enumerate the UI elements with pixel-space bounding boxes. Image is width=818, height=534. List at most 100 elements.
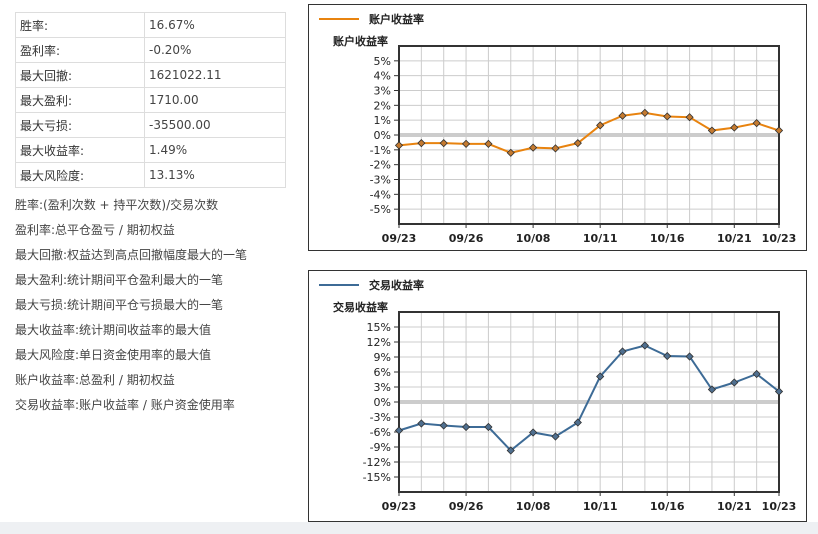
y-tick-label: 3% bbox=[374, 381, 391, 394]
stats-row: 最大盈利: 1710.00 bbox=[15, 87, 286, 113]
x-tick-label: 09/26 bbox=[449, 232, 484, 245]
x-tick-label: 09/23 bbox=[382, 500, 417, 513]
stats-row: 最大回撤: 1621022.11 bbox=[15, 62, 286, 88]
series-line bbox=[398, 111, 780, 154]
y-tick-label: -9% bbox=[370, 441, 391, 454]
definitions-list: 胜率:(盈利次数 + 持平次数)/交易次数 盈利率:总平仓盈亏 / 期初权益最大回… bbox=[15, 195, 247, 420]
y-tick-label: -15% bbox=[363, 471, 391, 484]
data-point bbox=[596, 121, 605, 130]
y-tick-label: 12% bbox=[367, 336, 391, 349]
data-point bbox=[618, 347, 627, 356]
definition-item: 最大风险度:单日资金使用率的最大值 bbox=[15, 348, 212, 362]
x-tick-label: 10/21 bbox=[717, 500, 752, 513]
data-point bbox=[439, 421, 448, 430]
definition-item: 最大收益率:统计期间收益率的最大值 bbox=[15, 323, 212, 337]
y-axis-label: 交易收益率 bbox=[333, 300, 388, 314]
data-point bbox=[484, 139, 493, 149]
x-tick-label: 09/23 bbox=[382, 232, 417, 245]
plot-frame bbox=[398, 311, 780, 493]
stat-value: -0.20% bbox=[144, 37, 286, 63]
stat-value: 1710.00 bbox=[144, 87, 286, 113]
data-point bbox=[707, 385, 717, 394]
data-point bbox=[551, 144, 560, 153]
data-point bbox=[685, 113, 694, 122]
data-point bbox=[484, 422, 493, 432]
definition-item: 盈利率:总平仓盈亏 / 期初权益 bbox=[15, 223, 175, 237]
data-point bbox=[461, 139, 471, 149]
data-point bbox=[685, 352, 694, 361]
y-tick-label: 6% bbox=[374, 366, 391, 379]
stats-table: 胜率: 16.67% 盈利率: -0.20% 最大回撤: 1621022.11 最大盈利: 1… bbox=[15, 12, 286, 188]
data-point bbox=[618, 111, 627, 120]
y-tick-label: -4% bbox=[370, 188, 391, 201]
stat-label: 最大亏损: bbox=[15, 112, 145, 138]
data-point bbox=[417, 139, 426, 148]
data-point bbox=[573, 418, 582, 427]
x-tick-label: 10/16 bbox=[650, 500, 685, 513]
stat-label: 最大收益率: bbox=[15, 137, 145, 163]
legend-label: 账户收益率 bbox=[369, 12, 424, 26]
data-point bbox=[730, 123, 739, 132]
y-tick-label: 15% bbox=[367, 321, 391, 334]
definition-item: 账户收益率:总盈利 / 期初权益 bbox=[15, 373, 175, 387]
y-tick-label: -6% bbox=[370, 426, 391, 439]
y-tick-label: 4% bbox=[374, 70, 391, 83]
trade-return-chart: 交易收益率 交易收益率 15% 12% 9% 6% 3% 0% -3% -6% -9% -12% -15… bbox=[308, 270, 807, 522]
data-point bbox=[417, 419, 426, 428]
data-point bbox=[707, 126, 717, 135]
stat-value: -35500.00 bbox=[144, 112, 286, 138]
definition-item: 最大盈利:统计期间平仓盈利最大的一笔 bbox=[15, 273, 224, 287]
stat-value: 13.13% bbox=[144, 162, 286, 188]
stat-label: 盈利率: bbox=[15, 37, 145, 63]
data-point bbox=[752, 119, 761, 128]
stat-label: 最大风险度: bbox=[15, 162, 145, 188]
stat-value: 16.67% bbox=[144, 12, 286, 38]
y-axis-label: 账户收益率 bbox=[333, 34, 388, 48]
x-tick-label: 10/21 bbox=[717, 232, 752, 245]
x-tick-label: 10/08 bbox=[516, 232, 551, 245]
data-point bbox=[394, 426, 404, 435]
stat-label: 最大回撤: bbox=[15, 62, 145, 88]
y-tick-label: 1% bbox=[374, 114, 391, 127]
y-tick-label: 0% bbox=[374, 129, 391, 142]
x-tick-label: 10/23 bbox=[762, 500, 797, 513]
definition-item: 交易收益率:账户收益率 / 账户资金使用率 bbox=[15, 398, 235, 412]
series-line bbox=[398, 344, 780, 452]
x-tick-label: 10/23 bbox=[762, 232, 797, 245]
data-point bbox=[573, 139, 582, 148]
data-point bbox=[439, 139, 448, 148]
data-point bbox=[730, 378, 739, 387]
data-point bbox=[551, 432, 560, 441]
stat-label: 最大盈利: bbox=[15, 87, 145, 113]
x-tick-label: 09/26 bbox=[449, 500, 484, 513]
y-tick-label: -12% bbox=[363, 456, 391, 469]
x-tick-label: 10/11 bbox=[583, 232, 618, 245]
definition-item: 最大亏损:统计期间平仓亏损最大的一笔 bbox=[15, 298, 224, 312]
data-point bbox=[774, 387, 784, 396]
data-point bbox=[506, 148, 515, 157]
y-tick-label: -2% bbox=[370, 159, 391, 172]
data-point bbox=[394, 141, 404, 150]
data-point bbox=[461, 422, 471, 432]
y-tick-label: 5% bbox=[374, 55, 391, 68]
definition-item: 最大回撤:权益达到高点回撤幅度最大的一笔 bbox=[15, 248, 248, 262]
legend-label: 交易收益率 bbox=[369, 278, 424, 292]
y-tick-label: 0% bbox=[374, 396, 391, 409]
data-point bbox=[663, 112, 672, 121]
data-point bbox=[529, 428, 538, 437]
y-tick-label: -5% bbox=[370, 203, 391, 216]
data-point bbox=[506, 446, 515, 455]
stat-label: 胜率: bbox=[15, 12, 145, 38]
data-point bbox=[596, 372, 605, 381]
y-tick-label: -3% bbox=[370, 174, 391, 187]
definition-item: 胜率:(盈利次数 + 持平次数)/交易次数 bbox=[15, 198, 219, 212]
stats-row: 最大亏损: -35500.00 bbox=[15, 112, 286, 138]
y-tick-label: 3% bbox=[374, 85, 391, 98]
bottom-bar bbox=[0, 522, 818, 534]
plot-frame bbox=[398, 45, 780, 225]
data-point bbox=[640, 108, 649, 117]
stat-value: 1.49% bbox=[144, 137, 286, 163]
data-point bbox=[640, 341, 649, 350]
data-point bbox=[529, 143, 538, 152]
y-tick-label: 2% bbox=[374, 99, 391, 112]
